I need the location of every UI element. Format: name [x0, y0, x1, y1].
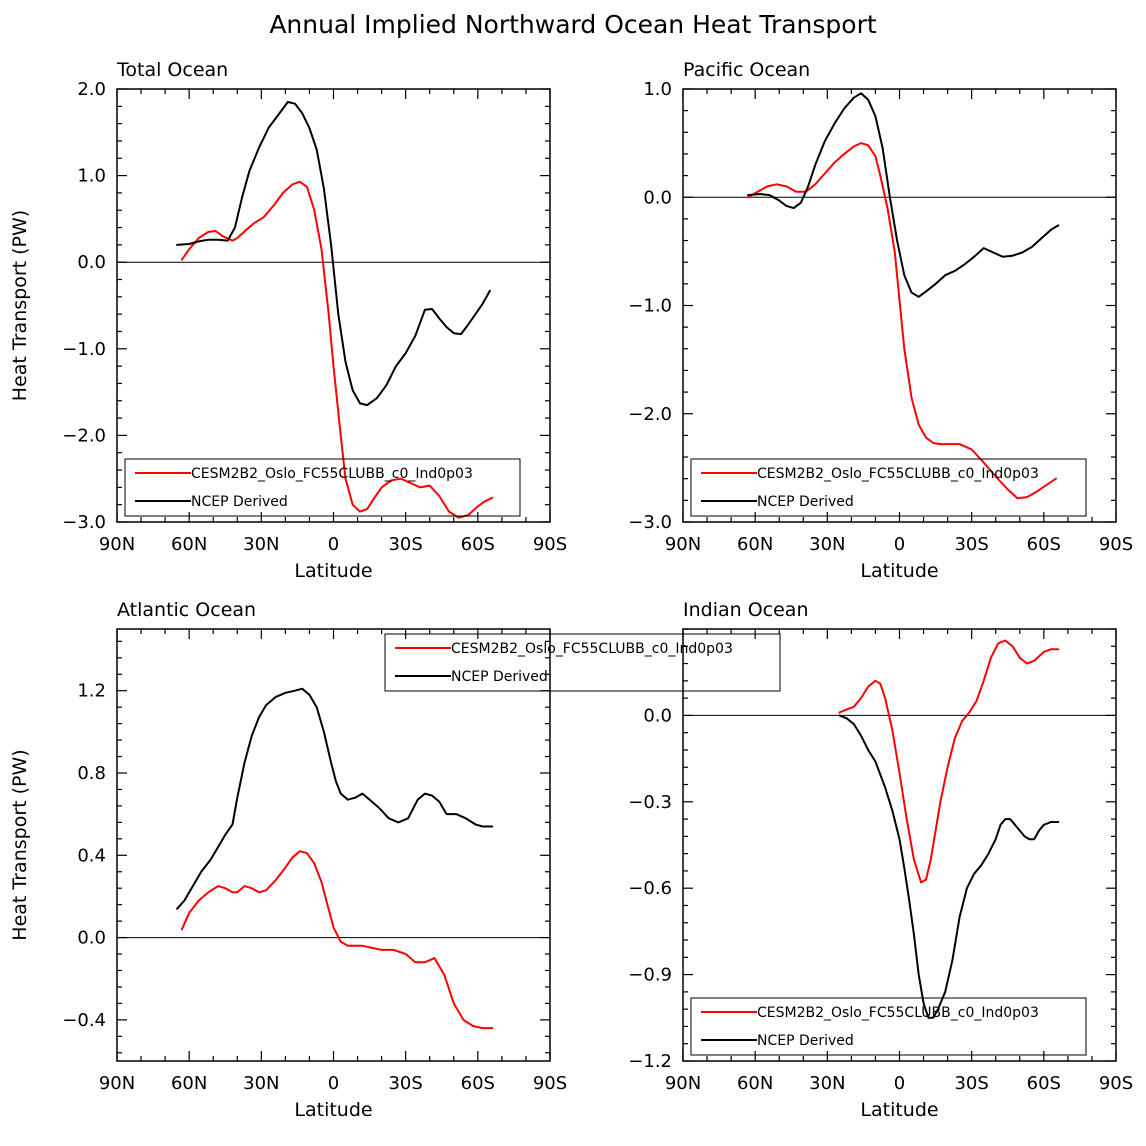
indian-ocean-ytick-label: −1.2: [628, 1051, 672, 1072]
total-ocean-plot-frame: [116, 88, 551, 523]
indian-ocean-series-model-line: [838, 639, 1060, 884]
indian-ocean-ytick-label: 0.0: [643, 705, 672, 726]
total-ocean-panel: Total Ocean 90N 60N 30N 0 30S 60S 90S 2.0 1.0 0.0 −…: [9, 59, 567, 582]
pacific-ocean-legend-label: NCEP Derived: [757, 494, 854, 510]
atlantic-ocean-ytick-label: 0.4: [77, 845, 106, 866]
chart-panels: Total Ocean 90N 60N 30N 0 30S 60S 90S 2.0 1.0 0.0 −…: [9, 59, 1133, 1121]
indian-ocean-legend: CESM2B2_Oslo_FC55CLUBB_c0_Ind0p03 NCEP De…: [690, 997, 1087, 1056]
atlantic-ocean-xtick-label: 30S: [388, 1073, 422, 1094]
atlantic-ocean-series-ncep-line: [176, 687, 494, 910]
pacific-ocean-legend-box: [690, 458, 1087, 517]
atlantic-ocean-legend-label: CESM2B2_Oslo_FC55CLUBB_c0_Ind0p03: [451, 641, 733, 657]
total-ocean-xtick-label: 90N: [99, 534, 135, 555]
atlantic-ocean-xtick-label: 0: [328, 1073, 339, 1094]
total-ocean-legend-label: CESM2B2_Oslo_FC55CLUBB_c0_Ind0p03: [191, 466, 473, 482]
pacific-ocean-xtick-label: 60N: [737, 534, 773, 555]
indian-ocean-panel: Indian Ocean 90N 60N 30N 0 30S 60S 90S 0.0 −0.3 −0…: [628, 599, 1133, 1121]
indian-ocean-legend-box: [690, 997, 1087, 1056]
total-ocean-xtick-label: 60S: [461, 534, 495, 555]
pacific-ocean-series-model-line: [747, 142, 1057, 500]
pacific-ocean-ytick-label: −1.0: [628, 296, 672, 317]
total-ocean-xlabel: Latitude: [294, 560, 372, 582]
atlantic-ocean-xtick-label: 30N: [243, 1073, 279, 1094]
pacific-ocean-legend-label: CESM2B2_Oslo_FC55CLUBB_c0_Ind0p03: [757, 466, 1039, 482]
atlantic-ocean-legend-box: [384, 633, 781, 692]
indian-ocean-xtick-label: 60N: [737, 1073, 773, 1094]
total-ocean-ytick-label: 0.0: [77, 252, 106, 273]
pacific-ocean-xtick-label: 90N: [665, 534, 701, 555]
total-ocean-xtick-label: 90S: [533, 534, 567, 555]
total-ocean-ytick-label: −3.0: [62, 512, 106, 533]
atlantic-ocean-legend-label: NCEP Derived: [451, 669, 548, 685]
total-ocean-xtick-label: 60N: [171, 534, 207, 555]
total-ocean-xtick-label: 0: [328, 534, 339, 555]
atlantic-ocean-ytick-label: 0.0: [77, 928, 106, 949]
pacific-ocean-xtick-label: 0: [894, 534, 905, 555]
atlantic-ocean-xtick-label: 60N: [171, 1073, 207, 1094]
indian-ocean-plot-frame: [682, 628, 1117, 1062]
indian-ocean-xtick-label: 30S: [954, 1073, 988, 1094]
pacific-ocean-xtick-label: 30N: [809, 534, 845, 555]
atlantic-ocean-xtick-label: 90N: [99, 1073, 135, 1094]
atlantic-ocean-ytick-label: 0.8: [77, 763, 106, 784]
total-ocean-legend: CESM2B2_Oslo_FC55CLUBB_c0_Ind0p03 NCEP De…: [124, 458, 521, 517]
pacific-ocean-ytick-label: −2.0: [628, 404, 672, 425]
indian-ocean-xlabel: Latitude: [860, 1099, 938, 1121]
atlantic-ocean-ytick-label: −0.4: [62, 1010, 106, 1031]
total-ocean-ylabel: Heat Transport (PW): [9, 210, 31, 401]
atlantic-ocean-plot-frame: [116, 628, 551, 1062]
indian-ocean-legend-label: CESM2B2_Oslo_FC55CLUBB_c0_Ind0p03: [757, 1005, 1039, 1021]
pacific-ocean-xlabel: Latitude: [860, 560, 938, 582]
atlantic-ocean-series-model-line: [180, 850, 494, 1030]
indian-ocean-ytick-label: −0.6: [628, 878, 672, 899]
pacific-ocean-series-ncep-line: [747, 92, 1060, 298]
total-ocean-xtick-label: 30N: [243, 534, 279, 555]
atlantic-ocean-panel: Atlantic Ocean 90N 60N 30N 0 30S 60S 90S 1.2 0.8 0…: [9, 599, 781, 1121]
total-ocean-ytick-label: 2.0: [77, 79, 106, 100]
atlantic-ocean-xtick-label: 60S: [461, 1073, 495, 1094]
indian-ocean-xtick-label: 60S: [1027, 1073, 1061, 1094]
atlantic-ocean-xlabel: Latitude: [294, 1099, 372, 1121]
total-ocean-ytick-label: −2.0: [62, 425, 106, 446]
pacific-ocean-panel: Pacific Ocean 90N 60N 30N 0 30S 60S 90S 1.0 0.0 −1…: [628, 59, 1133, 582]
total-ocean-legend-box: [124, 458, 521, 517]
total-ocean-ytick-label: −1.0: [62, 339, 106, 360]
pacific-ocean-title: Pacific Ocean: [683, 59, 810, 81]
atlantic-ocean-ytick-label: 1.2: [77, 681, 106, 702]
atlantic-ocean-ylabel: Heat Transport (PW): [9, 749, 31, 940]
pacific-ocean-xtick-label: 60S: [1027, 534, 1061, 555]
total-ocean-series-ncep-line: [176, 101, 491, 407]
pacific-ocean-xtick-label: 30S: [954, 534, 988, 555]
total-ocean-ytick-label: 1.0: [77, 166, 106, 187]
pacific-ocean-ytick-label: 1.0: [643, 79, 672, 100]
indian-ocean-ytick-label: −0.9: [628, 965, 672, 986]
atlantic-ocean-xtick-label: 90S: [533, 1073, 567, 1094]
indian-ocean-legend-label: NCEP Derived: [757, 1033, 854, 1049]
indian-ocean-series-ncep-line: [838, 714, 1060, 1019]
indian-ocean-ytick-label: −0.3: [628, 792, 672, 813]
total-ocean-series-model-line: [180, 180, 494, 519]
indian-ocean-title: Indian Ocean: [683, 599, 809, 621]
indian-ocean-xtick-label: 30N: [809, 1073, 845, 1094]
pacific-ocean-xtick-label: 90S: [1099, 534, 1133, 555]
figure-title: Annual Implied Northward Ocean Heat Tran…: [269, 10, 877, 39]
indian-ocean-xtick-label: 90S: [1099, 1073, 1133, 1094]
total-ocean-xtick-label: 30S: [388, 534, 422, 555]
pacific-ocean-legend: CESM2B2_Oslo_FC55CLUBB_c0_Ind0p03 NCEP De…: [690, 458, 1087, 517]
indian-ocean-xtick-label: 90N: [665, 1073, 701, 1094]
total-ocean-title: Total Ocean: [116, 59, 228, 81]
indian-ocean-xtick-label: 0: [894, 1073, 905, 1094]
total-ocean-legend-label: NCEP Derived: [191, 494, 288, 510]
atlantic-ocean-title: Atlantic Ocean: [117, 599, 256, 621]
atlantic-ocean-legend: CESM2B2_Oslo_FC55CLUBB_c0_Ind0p03 NCEP De…: [384, 633, 781, 692]
pacific-ocean-ytick-label: −3.0: [628, 512, 672, 533]
pacific-ocean-plot-frame: [682, 88, 1117, 523]
pacific-ocean-ytick-label: 0.0: [643, 187, 672, 208]
